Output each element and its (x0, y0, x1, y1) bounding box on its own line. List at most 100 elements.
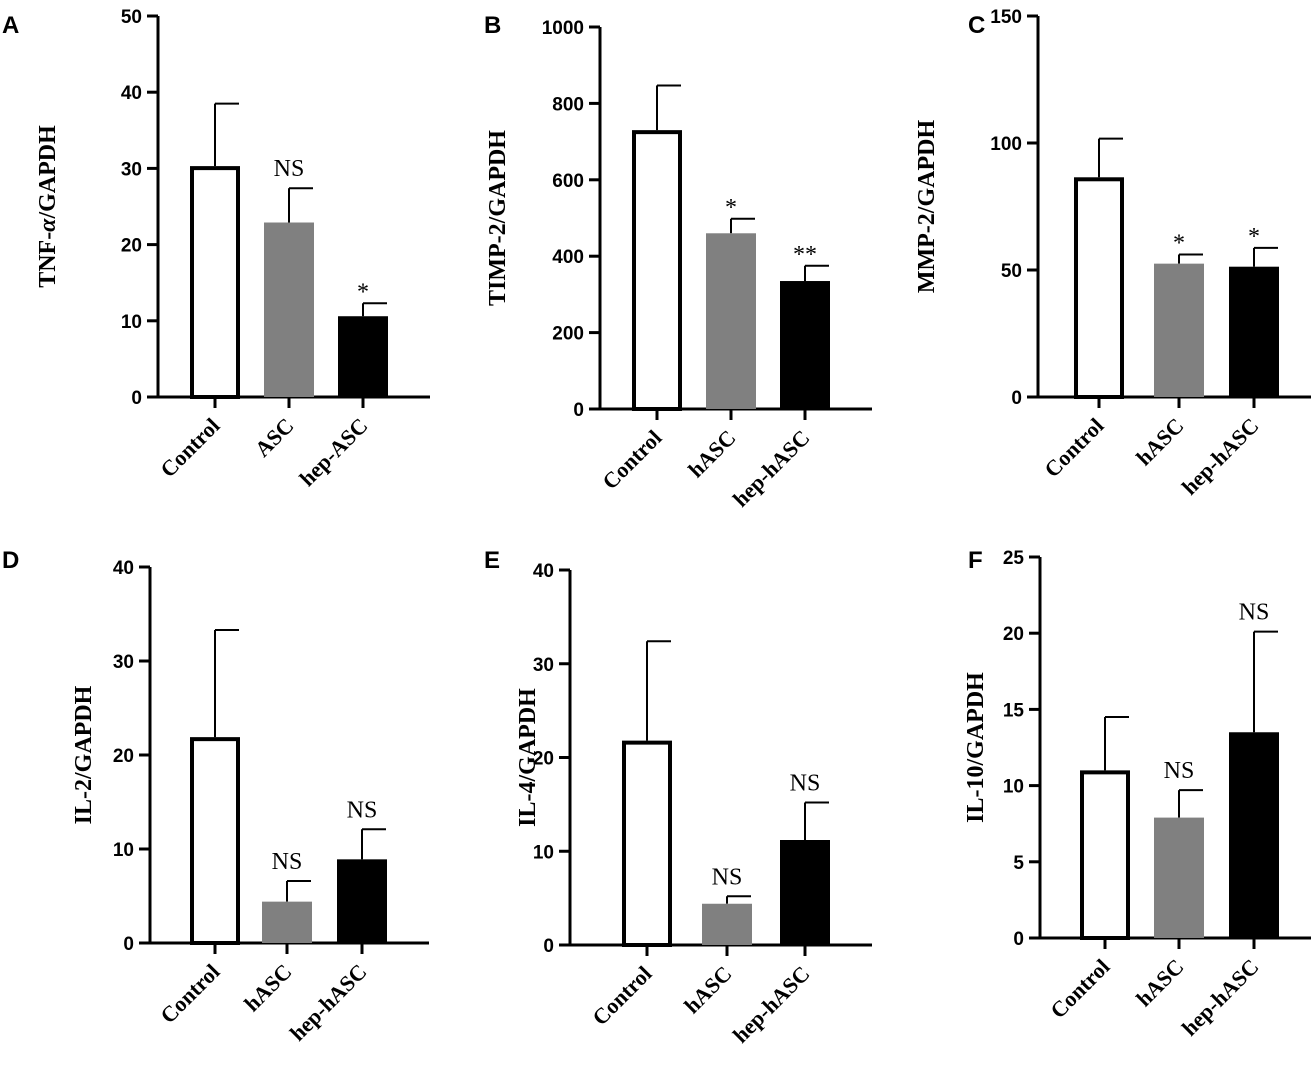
y-tick-label: 0 (573, 400, 584, 421)
bar-control (632, 130, 682, 411)
bar-hasc (702, 903, 752, 945)
chart-panel-d: D IL-2/GAPDH 0 10 20 30 40 Control NS hASC NS hep-h… (2, 547, 429, 1046)
significance-label: NS (1239, 600, 1270, 626)
significance-label: NS (1164, 758, 1195, 784)
bar-control (1080, 770, 1130, 940)
bar-hasc (1154, 817, 1204, 938)
category-label: Control (1045, 954, 1114, 1023)
y-tick-label: 20 (113, 746, 134, 767)
category-label: hASC (683, 425, 740, 482)
y-axis-label-part: /GAPDH (35, 125, 61, 220)
bar-hasc (262, 901, 312, 943)
y-tick-label: 0 (543, 936, 554, 957)
y-tick-label: 30 (533, 655, 554, 676)
y-tick-label: 40 (121, 83, 142, 104)
y-tick-label: 200 (552, 324, 584, 345)
y-tick-label: 800 (552, 94, 584, 115)
y-tick-label: 10 (113, 840, 134, 861)
significance-label: * (1248, 224, 1260, 250)
bar-hep-hasc (337, 859, 387, 943)
chart-panel-a: A TNF-α/GAPDH 0 10 20 30 40 50 Control NS ASC * hep-… (2, 7, 430, 491)
category-label: hep-hASC (728, 961, 815, 1048)
category-label: hASC (1131, 954, 1188, 1011)
bar-control (190, 166, 240, 399)
chart-panel-b: B TIMP-2/GAPDH 0 200 400 600 800 1000 Control * hA… (484, 12, 872, 512)
significance-label: NS (347, 797, 378, 823)
bar-control (622, 740, 672, 947)
y-tick-label: 20 (1003, 624, 1024, 645)
significance-label: NS (274, 156, 305, 182)
panel-letter: E (484, 547, 500, 574)
category-label: hep-hASC (728, 425, 815, 512)
category-label: hep-hASC (285, 959, 372, 1046)
y-tick-label: 10 (1003, 777, 1024, 798)
y-axis-label-part: TNF- (35, 232, 61, 288)
panel-letter: A (2, 12, 19, 39)
y-tick-label: 30 (121, 159, 142, 180)
category-label: Control (587, 961, 656, 1030)
y-axis-label-part: α (35, 218, 61, 232)
y-tick-label: 40 (113, 558, 134, 579)
y-tick-label: 0 (1011, 388, 1022, 409)
bar-hasc (1154, 263, 1204, 397)
category-label: hASC (679, 961, 736, 1018)
significance-label: * (357, 279, 369, 305)
category-label: hASC (239, 959, 296, 1016)
y-axis-label: MMP-2/GAPDH (914, 120, 940, 294)
bar-hep-hasc (780, 840, 830, 945)
y-tick-label: 0 (131, 388, 142, 409)
y-tick-label: 100 (990, 134, 1022, 155)
panel-letter: F (968, 547, 983, 574)
y-tick-label: 10 (533, 842, 554, 863)
bar-hep-hasc (1229, 266, 1279, 397)
bar-hep-asc (338, 316, 388, 397)
panel-letter: D (2, 547, 19, 574)
bar-control (190, 737, 240, 946)
y-tick-label: 400 (552, 247, 584, 268)
category-label: ASC (250, 413, 299, 462)
panel-letter: B (484, 12, 501, 39)
category-label: hep-ASC (294, 413, 372, 491)
chart-panel-f: F IL-10/GAPDH 0 5 10 15 20 25 Control NS hASC NS hep… (963, 547, 1311, 1041)
y-tick-label: 10 (121, 312, 142, 333)
y-tick-label: 20 (533, 749, 554, 770)
significance-label: ** (793, 242, 817, 268)
y-axis-label: IL-4/GAPDH (515, 688, 541, 827)
category-label: Control (597, 425, 666, 494)
y-tick-label: 150 (990, 7, 1022, 28)
y-tick-label: 0 (123, 934, 134, 955)
significance-label: NS (712, 864, 743, 890)
y-tick-label: 50 (121, 7, 142, 28)
y-axis-label: TNF-α/GAPDH (35, 125, 61, 288)
category-label: hep-hASC (1177, 954, 1264, 1041)
y-tick-label: 5 (1013, 853, 1024, 874)
bar-hep-hasc (780, 281, 830, 409)
category-label: hep-hASC (1177, 413, 1264, 500)
category-label: hASC (1131, 413, 1188, 470)
y-tick-label: 40 (533, 561, 554, 582)
significance-label: NS (272, 849, 303, 875)
y-axis-label: IL-10/GAPDH (963, 672, 989, 823)
panel-letter: C (968, 12, 985, 39)
bar-hasc (706, 233, 756, 409)
y-tick-label: 30 (113, 652, 134, 673)
category-label: Control (155, 413, 224, 482)
category-label: Control (1039, 413, 1108, 482)
chart-panel-c: C MMP-2/GAPDH 0 50 100 150 Control * hASC * hep-hA… (914, 7, 1311, 500)
bar-hep-hasc (1229, 732, 1279, 938)
y-axis-label: IL-2/GAPDH (71, 685, 97, 824)
y-tick-label: 1000 (542, 18, 584, 39)
chart-panel-e: E IL-4/GAPDH 0 10 20 30 40 Control NS hASC NS hep-h… (484, 547, 872, 1048)
y-tick-label: 0 (1013, 929, 1024, 950)
significance-label: * (725, 195, 737, 221)
significance-label: NS (790, 771, 821, 797)
y-tick-label: 50 (1001, 261, 1022, 282)
y-tick-label: 600 (552, 171, 584, 192)
bar-control (1074, 177, 1124, 399)
y-axis-label: TIMP-2/GAPDH (485, 130, 511, 306)
bar-asc (264, 222, 314, 397)
y-tick-label: 15 (1003, 700, 1025, 721)
y-tick-label: 20 (121, 236, 142, 257)
y-tick-label: 25 (1003, 548, 1025, 569)
